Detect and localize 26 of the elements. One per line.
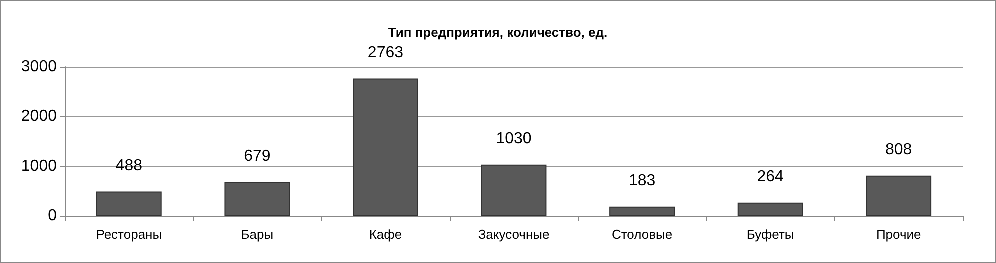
bar — [353, 78, 418, 216]
data-label: 1030 — [496, 130, 532, 148]
y-tick-label: 2000 — [21, 108, 58, 126]
x-tick-label: Закусочные — [478, 227, 550, 242]
x-tick-label: Столовые — [612, 227, 673, 242]
data-label: 488 — [116, 157, 143, 174]
y-tick-label: 3000 — [21, 58, 58, 76]
data-label: 808 — [886, 141, 912, 158]
y-tick-label: 0 — [48, 208, 58, 224]
data-label: 679 — [244, 148, 271, 165]
bar — [738, 202, 804, 216]
bar — [610, 206, 675, 216]
x-tick-label: Кафе — [369, 227, 402, 242]
chart-title: Тип предприятия, количество, ед. — [388, 25, 608, 40]
data-label: 183 — [628, 172, 656, 190]
x-tick-label: Прочие — [876, 227, 922, 242]
data-label: 264 — [757, 168, 784, 186]
bar — [224, 182, 290, 216]
x-tick-label: Бары — [241, 227, 274, 242]
bar — [866, 176, 932, 216]
x-tick-label: Рестораны — [96, 227, 162, 242]
bar — [96, 192, 162, 216]
x-tick-label: Буфеты — [746, 227, 794, 242]
data-label: 2763 — [368, 44, 404, 62]
bar — [481, 164, 547, 216]
y-tick-label: 1000 — [21, 158, 58, 175]
